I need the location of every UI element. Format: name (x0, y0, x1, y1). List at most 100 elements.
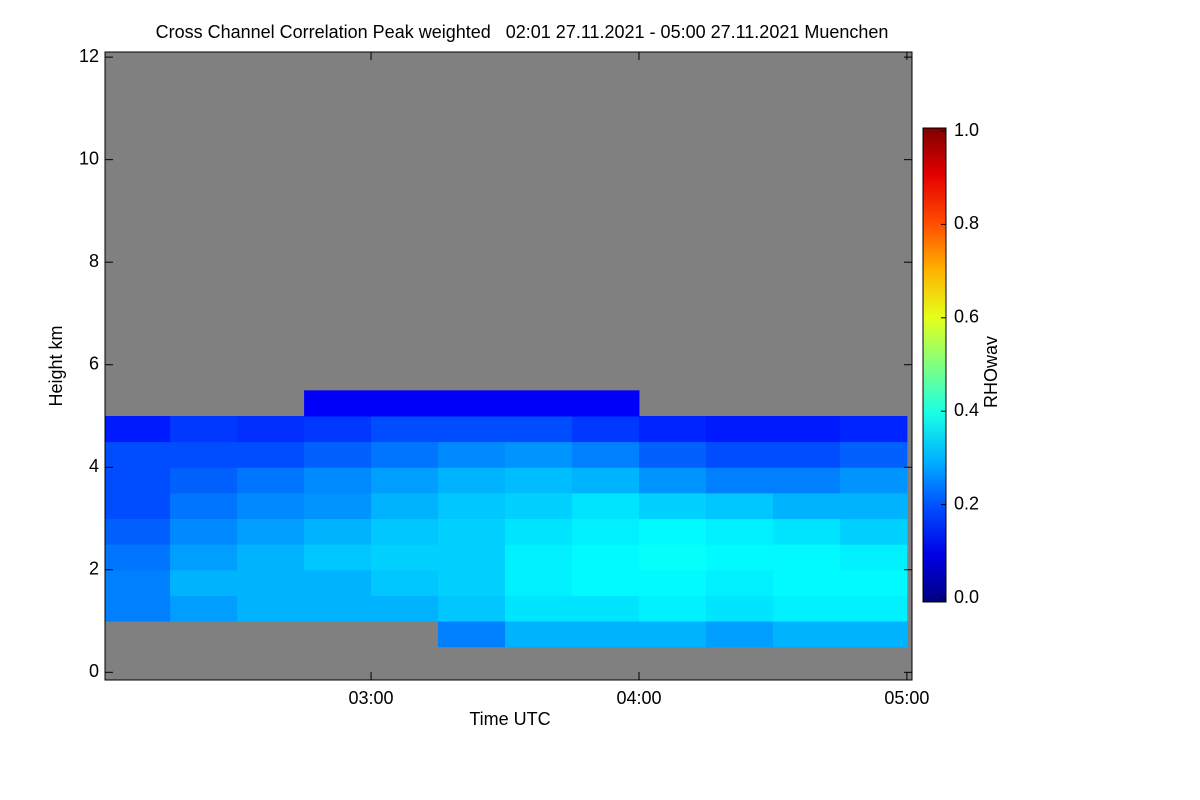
heat-cell (571, 544, 640, 571)
heat-cell (839, 621, 908, 648)
heat-cell (371, 569, 439, 596)
heat-cell (705, 441, 774, 468)
heat-cell (371, 518, 439, 545)
heat-cell (105, 595, 171, 622)
heat-cell (438, 467, 506, 494)
heat-cell (237, 569, 305, 596)
heat-cell (438, 621, 506, 648)
heat-cell (705, 621, 774, 648)
heat-cell (105, 441, 171, 468)
heat-cell (772, 415, 841, 443)
colorbar-tick-label: 0.4 (954, 400, 979, 420)
y-tick-label: 12 (79, 46, 99, 66)
heat-cell (772, 621, 841, 648)
heat-cell (304, 595, 372, 622)
heat-cell (371, 390, 439, 417)
heat-cell (772, 467, 841, 494)
heat-cell (170, 569, 238, 596)
heat-cell (505, 441, 573, 468)
colorbar (922, 127, 947, 603)
heat-cell (638, 467, 707, 494)
colorbar-tick-label: 0.6 (954, 307, 979, 327)
heat-cell (571, 569, 640, 596)
heat-cell (105, 415, 171, 443)
y-axis-label: Height km (46, 325, 66, 406)
heat-cell (705, 595, 774, 622)
heat-cell (105, 492, 171, 520)
heat-cell (105, 467, 171, 494)
y-tick-label: 6 (89, 353, 99, 373)
heat-cell (638, 415, 707, 443)
heat-cell (105, 544, 171, 571)
heat-cell (505, 492, 573, 520)
heat-cell (772, 569, 841, 596)
heat-cell (304, 569, 372, 596)
heat-cell (705, 492, 774, 520)
heat-cell (371, 467, 439, 494)
heat-cell (505, 390, 573, 417)
heat-cell (237, 467, 305, 494)
heat-cell (304, 492, 372, 520)
heat-cell (505, 544, 573, 571)
heat-cell (438, 595, 506, 622)
heat-cell (638, 544, 707, 571)
heat-cell (839, 518, 908, 545)
y-tick-label: 4 (89, 456, 99, 476)
heat-cell (772, 518, 841, 545)
plot-area (105, 52, 912, 680)
heat-cell (772, 595, 841, 622)
heat-cell (237, 544, 305, 571)
heat-cell (638, 569, 707, 596)
heat-cell (505, 467, 573, 494)
heat-cell (571, 467, 640, 494)
heat-cell (571, 492, 640, 520)
heat-cell (170, 415, 238, 443)
heat-cell (237, 518, 305, 545)
heat-cell (705, 467, 774, 494)
heat-cell (304, 544, 372, 571)
heat-cell (371, 415, 439, 443)
heat-cell (237, 595, 305, 622)
heat-cell (170, 544, 238, 571)
x-axis-label: Time UTC (469, 709, 550, 729)
heat-cell (237, 492, 305, 520)
y-tick-label: 8 (89, 251, 99, 271)
heat-cell (438, 492, 506, 520)
heat-cell (505, 415, 573, 443)
heat-cell (304, 415, 372, 443)
heat-cell (371, 441, 439, 468)
heat-cell (170, 518, 238, 545)
heat-cell (571, 415, 640, 443)
heat-cell (839, 467, 908, 494)
heat-cell (438, 390, 506, 417)
heat-cell (839, 415, 908, 443)
heat-cell (304, 467, 372, 494)
heat-cell (505, 621, 573, 648)
y-tick-label: 0 (89, 661, 99, 681)
heat-cell (170, 441, 238, 468)
axes: 0 2 4 6 8 10 12 03:00 04:00 05:00 (79, 46, 929, 708)
heat-cell (438, 544, 506, 571)
heat-cell (705, 544, 774, 571)
x-tick-label: 04:00 (616, 688, 661, 708)
heat-cell (505, 595, 573, 622)
heat-cell (237, 415, 305, 443)
heat-cell (638, 492, 707, 520)
heat-cell (772, 441, 841, 468)
colorbar-label: RHOwav (981, 336, 1001, 408)
heat-cell (438, 415, 506, 443)
heat-cell (438, 569, 506, 596)
y-tick-label: 10 (79, 148, 99, 168)
heat-cell (772, 544, 841, 571)
heat-cell (839, 441, 908, 468)
heat-cell (571, 518, 640, 545)
x-tick-label: 05:00 (884, 688, 929, 708)
heat-cell (705, 415, 774, 443)
heat-cell (839, 595, 908, 622)
heat-cell (170, 492, 238, 520)
heat-cell (304, 390, 372, 417)
plot-frame (104, 51, 913, 681)
heat-cell (105, 518, 171, 545)
heat-cell (571, 595, 640, 622)
